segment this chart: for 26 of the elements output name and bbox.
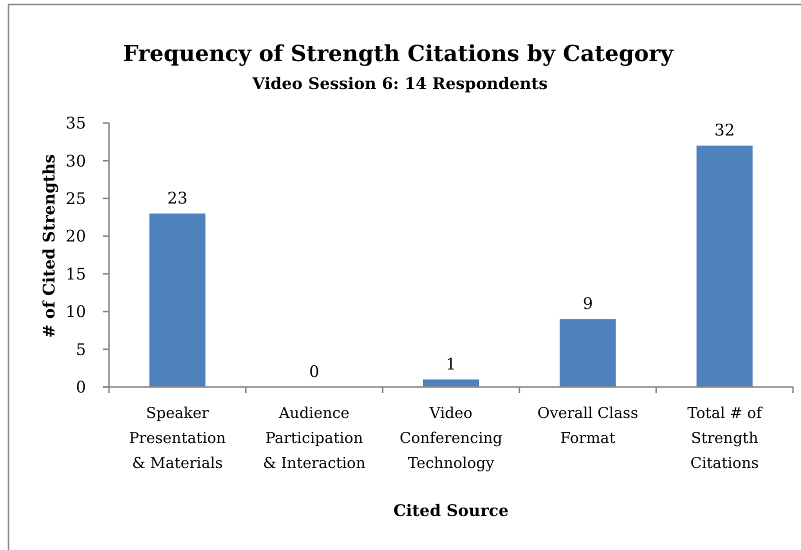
data-label: 1 (446, 354, 456, 374)
bar (149, 214, 206, 387)
chart-subtitle: Video Session 6: 14 Respondents (251, 74, 548, 93)
y-tick-label: 10 (66, 302, 86, 322)
data-label: 9 (582, 294, 593, 314)
bar (422, 379, 480, 387)
x-tick-label: Overall Class Format (537, 404, 638, 447)
data-label: 23 (167, 188, 188, 208)
data-label: 32 (714, 120, 735, 140)
y-tick-label: 20 (66, 226, 86, 246)
y-tick-label: 0 (76, 378, 86, 397)
bar (696, 146, 753, 387)
x-axis-title: Cited Source (393, 501, 509, 520)
y-tick-label: 35 (66, 114, 86, 133)
x-tick-label: Speaker Presentation & Materials (128, 404, 226, 472)
chart-title: Frequency of Strength Citations by Category (122, 41, 674, 67)
data-label: 0 (309, 362, 320, 381)
y-tick-label: 25 (66, 189, 86, 208)
y-axis-title: # of Cited Strengths (40, 154, 59, 338)
y-tick-label: 15 (66, 264, 86, 284)
bar (560, 319, 616, 387)
x-tick-label: Total # of Strength Citations (687, 404, 764, 472)
y-tick-label: 5 (76, 340, 86, 359)
x-tick-label: Audience Participation & Interaction (262, 404, 366, 472)
y-tick-label: 30 (66, 151, 86, 170)
x-tick-label: Video Conferencing Technology (400, 404, 503, 472)
